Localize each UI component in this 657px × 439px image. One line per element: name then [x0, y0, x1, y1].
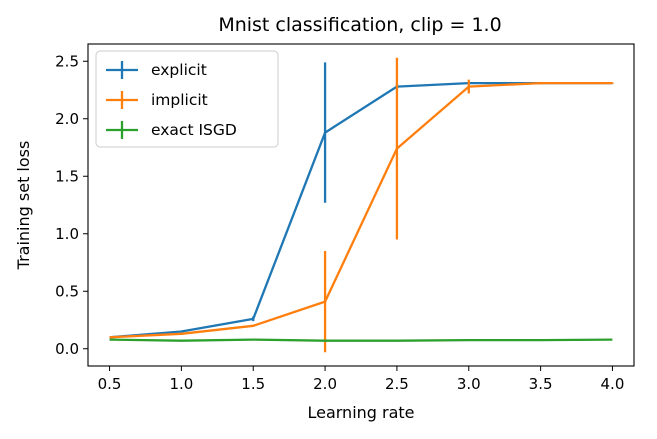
y-tick-label: 0.5 — [55, 282, 79, 300]
x-tick-label: 3.0 — [457, 375, 481, 393]
x-tick-label: 2.5 — [385, 375, 409, 393]
y-tick-label: 2.0 — [55, 110, 79, 128]
y-tick-label: 1.0 — [55, 225, 79, 243]
x-tick-label: 3.5 — [529, 375, 553, 393]
x-tick-label: 1.5 — [241, 375, 265, 393]
series-layer — [109, 57, 614, 353]
x-tick-label: 4.0 — [601, 375, 625, 393]
y-tick-label: 0.0 — [55, 340, 79, 358]
y-tick-label: 1.5 — [55, 167, 79, 185]
series-line-implicit — [109, 81, 613, 339]
x-axis-ticks: 0.5 1.0 1.5 2.0 2.5 3.0 3.5 4.0 — [98, 366, 625, 393]
y-tick-label: 2.5 — [55, 52, 79, 70]
legend-label-explicit: explicit — [151, 61, 207, 79]
y-axis-label: Training set loss — [14, 141, 33, 271]
x-tick-label: 0.5 — [98, 375, 122, 393]
x-tick-label: 2.0 — [313, 375, 337, 393]
legend: explicit implicit exact ISGD — [95, 50, 279, 148]
series-line-exact-isgd — [109, 338, 613, 342]
legend-label-implicit: implicit — [151, 91, 208, 109]
plot-frame — [87, 43, 635, 367]
legend-box — [95, 50, 279, 148]
legend-label-exact-isgd: exact ISGD — [151, 121, 237, 139]
x-tick-label: 1.0 — [169, 375, 193, 393]
chart-title: Mnist classification, clip = 1.0 — [218, 14, 501, 36]
legend-entries: explicit implicit exact ISGD — [106, 61, 237, 139]
y-axis-ticks: 0.0 0.5 1.0 1.5 2.0 2.5 — [55, 52, 88, 358]
series-exact-isgd — [109, 338, 613, 342]
series-implicit — [109, 57, 614, 353]
x-axis-label: Learning rate — [307, 403, 414, 422]
